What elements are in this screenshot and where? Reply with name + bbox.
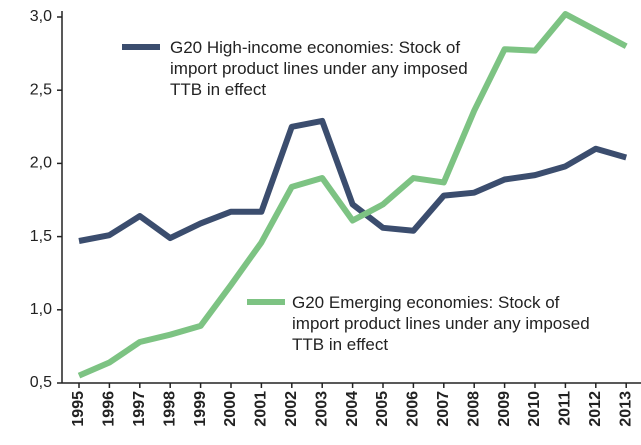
x-tick-label: 1996: [101, 391, 118, 427]
x-tick-label: 2011: [557, 391, 574, 426]
x-tick-label: 2001: [253, 391, 270, 427]
x-tick-label: 2000: [222, 391, 239, 427]
x-tick-label: 2006: [405, 391, 422, 427]
legend-label: G20 High-income economies: Stock of impo…: [170, 38, 468, 99]
x-tick-label: 1999: [192, 391, 209, 427]
x-tick-label: 2003: [313, 391, 330, 427]
y-tick-label: 2,5: [30, 81, 52, 98]
series-line: [77, 11, 628, 379]
series-line: [78, 117, 628, 244]
x-tick-label: 1997: [131, 391, 148, 427]
x-tick-label: 1998: [161, 391, 178, 427]
x-tick-label: 2004: [344, 391, 361, 427]
legend-label: G20 Emerging economies: Stock of import …: [292, 293, 590, 354]
y-tick-label: 3,0: [30, 8, 52, 25]
x-tick-label: 2002: [283, 391, 300, 427]
x-tick-label: 1995: [70, 391, 87, 427]
x-tick-label: 2013: [617, 391, 634, 427]
y-tick-label: 1,5: [30, 228, 52, 245]
x-tick-label: 2008: [465, 391, 482, 427]
x-tick-label: 2012: [587, 391, 604, 427]
y-tick-label: 0,5: [30, 374, 52, 391]
x-tick-label: 2007: [435, 391, 452, 427]
y-tick-label: 1,0: [30, 301, 52, 318]
x-tick-label: 2005: [374, 391, 391, 427]
x-tick-label: 2010: [526, 391, 543, 427]
y-tick-label: 2,0: [30, 155, 52, 172]
x-tick-label: 2009: [496, 391, 513, 427]
